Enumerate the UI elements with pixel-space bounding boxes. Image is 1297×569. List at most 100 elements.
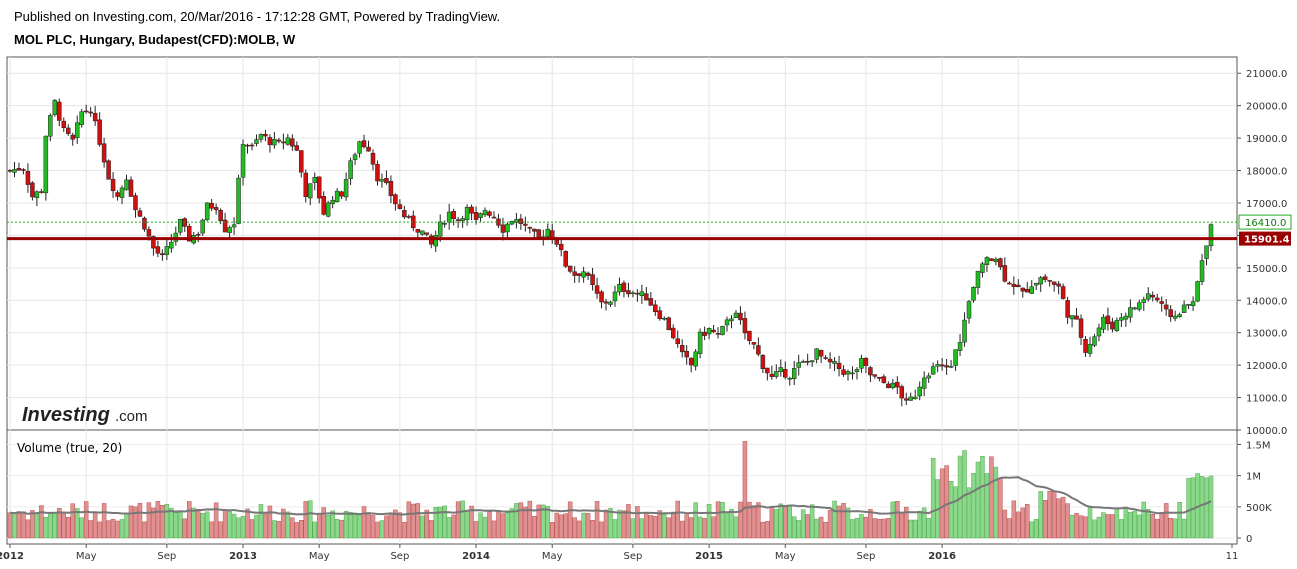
volume-bar[interactable] bbox=[1146, 509, 1151, 539]
candle[interactable] bbox=[402, 210, 407, 218]
volume-bar[interactable] bbox=[187, 501, 192, 539]
volume-bar[interactable] bbox=[285, 511, 291, 539]
volume-bar[interactable] bbox=[930, 458, 936, 539]
candle[interactable] bbox=[249, 144, 255, 147]
candle[interactable] bbox=[1101, 316, 1106, 330]
candle[interactable] bbox=[662, 317, 667, 320]
candle[interactable] bbox=[666, 317, 672, 331]
volume-bar[interactable] bbox=[1101, 512, 1106, 539]
volume-bar[interactable] bbox=[1204, 477, 1209, 539]
volume-bar[interactable] bbox=[558, 514, 564, 539]
candle[interactable] bbox=[1042, 276, 1048, 280]
volume-bar[interactable] bbox=[1016, 511, 1021, 539]
candle[interactable] bbox=[706, 327, 712, 335]
candle[interactable] bbox=[1128, 307, 1133, 318]
candle[interactable] bbox=[1074, 315, 1079, 320]
candle[interactable] bbox=[164, 246, 170, 255]
candle[interactable] bbox=[79, 111, 84, 125]
candle[interactable] bbox=[881, 376, 887, 384]
candle[interactable] bbox=[227, 227, 232, 233]
volume-bar[interactable] bbox=[679, 520, 685, 539]
candle[interactable] bbox=[904, 398, 909, 401]
volume-bar[interactable] bbox=[379, 520, 385, 539]
volume-bar[interactable] bbox=[137, 502, 143, 539]
volume-bar[interactable] bbox=[854, 517, 860, 539]
volume-bar[interactable] bbox=[254, 514, 259, 539]
volume-bar[interactable] bbox=[863, 516, 869, 539]
candle[interactable] bbox=[908, 396, 913, 401]
candle[interactable] bbox=[921, 377, 927, 389]
volume-bar[interactable] bbox=[496, 511, 501, 539]
volume-bar[interactable] bbox=[984, 473, 990, 539]
candle[interactable] bbox=[88, 111, 93, 114]
candle[interactable] bbox=[464, 206, 470, 220]
candle[interactable] bbox=[863, 357, 869, 366]
volume-bar[interactable] bbox=[818, 516, 824, 539]
volume-bar[interactable] bbox=[926, 517, 931, 539]
volume-bar[interactable] bbox=[617, 509, 622, 539]
candle[interactable] bbox=[854, 369, 860, 373]
candle[interactable] bbox=[518, 218, 524, 224]
candle[interactable] bbox=[352, 154, 358, 160]
volume-bar[interactable] bbox=[1047, 491, 1052, 539]
candle[interactable] bbox=[724, 319, 730, 326]
candle[interactable] bbox=[523, 223, 528, 226]
candle[interactable] bbox=[7, 170, 13, 172]
candle[interactable] bbox=[12, 169, 17, 173]
volume-bar[interactable] bbox=[88, 520, 93, 539]
candle[interactable] bbox=[778, 367, 784, 372]
volume-bar[interactable] bbox=[276, 521, 282, 539]
volume-bar[interactable] bbox=[437, 506, 443, 539]
volume-bar[interactable] bbox=[1078, 515, 1084, 539]
candle[interactable] bbox=[433, 235, 438, 247]
candle[interactable] bbox=[890, 382, 896, 388]
candle[interactable] bbox=[70, 134, 75, 140]
volume-bar[interactable] bbox=[155, 501, 161, 539]
candle[interactable] bbox=[397, 204, 403, 209]
volume-bar[interactable] bbox=[868, 509, 873, 539]
candle[interactable] bbox=[1119, 317, 1124, 321]
volume-bar[interactable] bbox=[39, 505, 44, 539]
candle[interactable] bbox=[1007, 282, 1012, 285]
volume-bar[interactable] bbox=[549, 522, 555, 539]
candle[interactable] bbox=[48, 115, 53, 137]
volume-bar[interactable] bbox=[608, 508, 613, 539]
candle[interactable] bbox=[370, 152, 376, 165]
volume-bar[interactable] bbox=[975, 461, 981, 539]
volume-bar[interactable] bbox=[1087, 506, 1093, 539]
candle[interactable] bbox=[998, 258, 1003, 268]
volume-bar[interactable] bbox=[303, 501, 309, 539]
volume-bar[interactable] bbox=[245, 508, 250, 539]
candle[interactable] bbox=[209, 203, 214, 209]
volume-bar[interactable] bbox=[1154, 518, 1160, 539]
volume-bar[interactable] bbox=[594, 501, 600, 539]
candle[interactable] bbox=[917, 386, 922, 397]
volume-bar[interactable] bbox=[48, 513, 53, 539]
volume-bar[interactable] bbox=[424, 509, 430, 539]
candle[interactable] bbox=[989, 258, 994, 261]
candle[interactable] bbox=[1038, 277, 1043, 285]
volume-bar[interactable] bbox=[904, 506, 909, 539]
volume-bar[interactable] bbox=[178, 511, 183, 539]
volume-bar[interactable] bbox=[841, 502, 846, 539]
volume-bar[interactable] bbox=[796, 520, 801, 539]
volume-bar[interactable] bbox=[693, 502, 698, 539]
candle[interactable] bbox=[25, 171, 31, 185]
candle[interactable] bbox=[729, 318, 734, 322]
candle[interactable] bbox=[783, 369, 788, 378]
candle[interactable] bbox=[57, 101, 62, 121]
candle[interactable] bbox=[697, 331, 703, 354]
candle[interactable] bbox=[128, 179, 134, 197]
volume-bar[interactable] bbox=[415, 503, 421, 539]
volume-bar[interactable] bbox=[729, 508, 734, 539]
volume-bar[interactable] bbox=[971, 472, 976, 539]
volume-bar[interactable] bbox=[1110, 514, 1115, 539]
volume-bar[interactable] bbox=[800, 509, 806, 539]
candle[interactable] bbox=[617, 284, 622, 293]
candle[interactable] bbox=[787, 377, 793, 380]
candle[interactable] bbox=[119, 187, 125, 198]
candle[interactable] bbox=[1092, 336, 1097, 346]
volume-bar[interactable] bbox=[1051, 491, 1057, 539]
volume-bar[interactable] bbox=[697, 516, 703, 539]
candle[interactable] bbox=[218, 210, 223, 222]
